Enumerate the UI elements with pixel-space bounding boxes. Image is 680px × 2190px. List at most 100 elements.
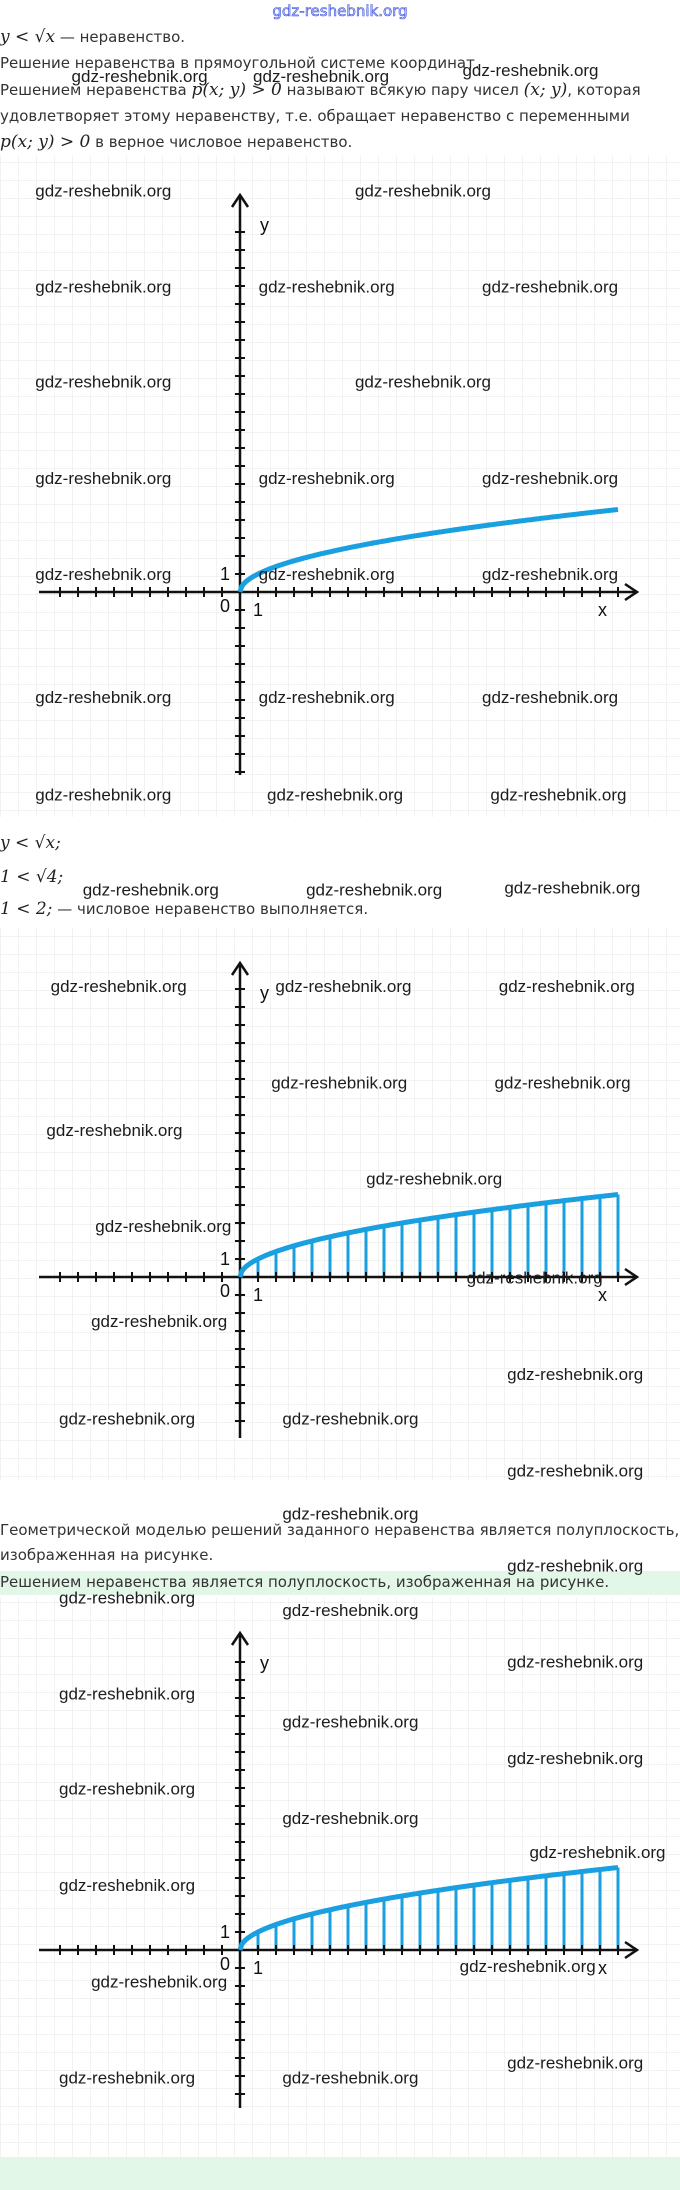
watermark: gdz-reshebnik.org — [482, 688, 618, 707]
watermark: gdz-reshebnik.org — [282, 2069, 418, 2088]
watermark: gdz-reshebnik.org — [59, 2069, 195, 2088]
graph-background — [0, 156, 680, 817]
watermark: gdz-reshebnik.org — [507, 1365, 643, 1384]
watermark: gdz-reshebnik.org — [507, 1653, 643, 1672]
origin-label: 0 — [220, 1954, 230, 1974]
x-arrow — [624, 1940, 640, 1960]
y-arrow — [230, 1630, 250, 1646]
y-label: y — [260, 215, 269, 235]
watermark: gdz-reshebnik.org — [91, 1972, 227, 1991]
watermark: gdz-reshebnik.org — [267, 786, 403, 805]
watermark: gdz-reshebnik.org — [83, 881, 219, 900]
watermark: gdz-reshebnik.org — [35, 373, 171, 392]
watermark: gdz-reshebnik.org — [35, 181, 171, 200]
curve — [237, 1865, 619, 1951]
text-line: изображенная на рисунке. — [0, 1546, 213, 1564]
watermark: gdz-reshebnik.org — [271, 1073, 407, 1092]
text: Геометрической моделью решений заданного… — [0, 1521, 679, 1539]
text: называют всякую пару чисел — [282, 81, 524, 99]
x-label: x — [598, 600, 607, 620]
math: p(x; y) > 0 — [192, 80, 283, 100]
math: (x; y) — [524, 80, 568, 100]
answer: Решением неравенства является полуплоско… — [0, 1573, 609, 1591]
watermark: gdz-reshebnik.org — [46, 1121, 182, 1140]
site-header: gdz-reshebnik.org — [272, 2, 407, 20]
answer-highlight — [0, 1571, 680, 1595]
x-label: x — [598, 1285, 607, 1305]
watermark: gdz-reshebnik.org — [35, 565, 171, 584]
text-line: удовлетворяет этому неравенству, т.е. об… — [0, 107, 630, 125]
watermark: gdz-reshebnik.org — [282, 1713, 418, 1732]
footer-highlight — [0, 2157, 680, 2190]
text-line: 1 < √4; — [0, 867, 63, 887]
watermark: gdz-reshebnik.org — [507, 2053, 643, 2072]
watermark: gdz-reshebnik.org — [35, 278, 171, 297]
watermark: gdz-reshebnik.org — [59, 1685, 195, 1704]
watermark: gdz-reshebnik.org — [282, 1809, 418, 1828]
text: — неравенство. — [55, 28, 185, 46]
text: Решение неравенства в прямоугольной сист… — [0, 54, 480, 72]
math: 1 < 2; — [0, 899, 52, 919]
watermark: gdz-reshebnik.org — [482, 278, 618, 297]
watermark: gdz-reshebnik.org — [259, 469, 395, 488]
text-line: Решение неравенства в прямоугольной сист… — [0, 54, 480, 72]
text: , которая — [567, 81, 640, 99]
watermark: gdz-reshebnik.org — [259, 278, 395, 297]
unit-label: 1 — [220, 1922, 230, 1942]
text-line: y < √x; — [0, 833, 61, 853]
watermark: gdz-reshebnik.org — [51, 977, 187, 996]
curve — [237, 1192, 619, 1278]
watermark: gdz-reshebnik.org — [306, 881, 442, 900]
watermark: gdz-reshebnik.org — [467, 1269, 603, 1288]
watermark: gdz-reshebnik.org — [529, 1843, 665, 1862]
watermark: gdz-reshebnik.org — [35, 786, 171, 805]
y-label: y — [260, 983, 269, 1003]
watermark: gdz-reshebnik.org — [59, 1780, 195, 1799]
origin-label: 0 — [220, 1281, 230, 1301]
watermark: gdz-reshebnik.org — [259, 565, 395, 584]
watermark: gdz-reshebnik.org — [259, 688, 395, 707]
watermark: gdz-reshebnik.org — [462, 61, 598, 80]
y-arrow — [230, 192, 250, 208]
watermark: gdz-reshebnik.org — [282, 1505, 418, 1524]
text-line: p(x; y) > 0 в верное числовое неравенств… — [0, 132, 352, 152]
watermark: gdz-reshebnik.org — [355, 373, 491, 392]
watermark: gdz-reshebnik.org — [95, 1217, 231, 1236]
watermark: gdz-reshebnik.org — [504, 878, 640, 897]
unit-label: 1 — [253, 1958, 263, 1978]
math: p(x; y) > 0 — [0, 132, 91, 152]
watermark: gdz-reshebnik.org — [35, 688, 171, 707]
curve — [237, 507, 619, 593]
unit-label: 1 — [253, 600, 263, 620]
x-arrow — [624, 582, 640, 602]
unit-label: 1 — [253, 1285, 263, 1305]
watermark: gdz-reshebnik.org — [91, 1312, 227, 1331]
watermark: gdz-reshebnik.org — [490, 786, 626, 805]
origin-label: 0 — [220, 596, 230, 616]
watermark: gdz-reshebnik.org — [366, 1170, 502, 1189]
watermark: gdz-reshebnik.org — [482, 469, 618, 488]
watermark: gdz-reshebnik.org — [495, 1073, 631, 1092]
math: 1 < √4; — [0, 867, 63, 887]
text-line: y < √x — неравенство. — [0, 27, 185, 47]
x-label: x — [598, 1958, 607, 1978]
text: — числовое неравенство выполняется. — [52, 900, 368, 918]
text-line: Решением неравенства p(x; y) > 0 называю… — [0, 80, 641, 100]
watermark: gdz-reshebnik.org — [282, 1410, 418, 1429]
x-arrow — [624, 1267, 640, 1287]
watermark: gdz-reshebnik.org — [59, 1588, 195, 1607]
watermark: gdz-reshebnik.org — [507, 1461, 643, 1480]
watermark: gdz-reshebnik.org — [275, 977, 411, 996]
watermark: gdz-reshebnik.org — [482, 565, 618, 584]
math: y < √x; — [0, 833, 61, 853]
watermark: gdz-reshebnik.org — [253, 67, 389, 86]
watermark: gdz-reshebnik.org — [499, 977, 635, 996]
math: y < √x — [0, 27, 55, 47]
text: удовлетворяет этому неравенству, т.е. об… — [0, 107, 630, 125]
text: Решением неравенства — [0, 81, 192, 99]
text: в верное числовое неравенство. — [90, 133, 352, 151]
watermark: gdz-reshebnik.org — [355, 181, 491, 200]
text-line: Геометрической моделью решений заданного… — [0, 1521, 679, 1539]
